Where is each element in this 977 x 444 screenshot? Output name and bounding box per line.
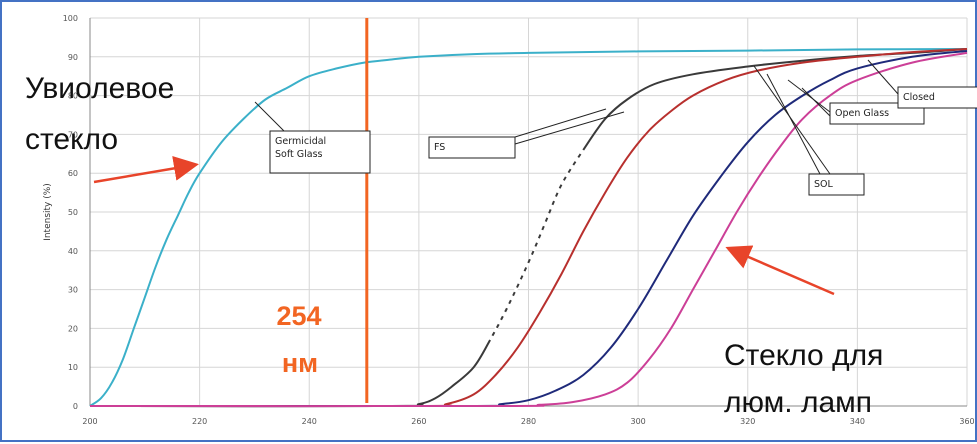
callout-text-fs: FS: [434, 142, 445, 153]
callout-box-germicidal: [269, 130, 371, 174]
y-tick-label: 50: [68, 208, 78, 217]
series-line-sol: [89, 50, 968, 408]
marker-label-unit: нм: [282, 348, 318, 378]
y-tick-label: 80: [68, 92, 78, 101]
annotation-arrow-uviol: [93, 156, 199, 184]
annotation-right-top: Стекло для: [724, 339, 883, 372]
callout-leader-sol: [766, 73, 821, 175]
y-tick-label: 30: [68, 286, 78, 295]
y-tick-label: 40: [68, 247, 78, 256]
callout-leader-open-glass: [787, 79, 831, 113]
chart-marker: 254 нм: [276, 18, 369, 403]
y-tick-label: 100: [63, 14, 78, 23]
marker-label-value: 254: [276, 301, 321, 331]
annotation-right-bottom: люм. ламп: [724, 386, 872, 419]
x-tick-label: 300: [630, 417, 645, 426]
annotation-arrow-lamp: [725, 245, 835, 296]
callout-leader-sol: [753, 65, 831, 175]
y-tick-label: 0: [73, 402, 78, 411]
callout-text-closed: Closed: [903, 92, 935, 103]
callout-text-sol: SOL: [814, 179, 834, 190]
series-line-germicidal-soft-glass: [89, 48, 968, 407]
chart-series: [89, 48, 968, 408]
y-tick-label: 60: [68, 169, 78, 178]
x-tick-label: 280: [521, 417, 536, 426]
x-tick-label: 220: [192, 417, 207, 426]
series-line-open-glass: [89, 48, 968, 408]
annotation-left-top: Увиолевое: [25, 72, 174, 105]
chart-callouts: Germicidal Soft Glass FS Open Glass SOL Close…: [254, 59, 977, 196]
callout-text-open-glass: Open Glass: [835, 108, 889, 119]
callout-box-sol: [808, 173, 865, 196]
x-tick-label: 340: [850, 417, 865, 426]
callout-leader-fs: [514, 108, 607, 138]
callout-text-germicidal: Germicidal: [275, 136, 326, 147]
callout-leader-fs: [514, 111, 625, 145]
annotation-left-bottom: стекло: [25, 123, 118, 156]
callout-text-germicidal: Soft Glass: [275, 149, 323, 160]
callout-box-fs: [428, 136, 516, 159]
y-tick-label: 20: [68, 324, 78, 333]
callout-leader-open-glass: [801, 87, 831, 117]
y-tick-label: 10: [68, 363, 78, 372]
series-dash-overlay-fs: [488, 149, 585, 341]
x-tick-label: 320: [740, 417, 755, 426]
chart-annotations: Увиолевое стекло Стекло для люм. ламп: [25, 72, 883, 419]
callout-box-closed: [897, 86, 977, 109]
callout-leader-germicidal: [254, 101, 285, 132]
y-axis-label: Intensity (%): [43, 183, 53, 241]
x-tick-label: 260: [411, 417, 426, 426]
x-tick-label: 200: [82, 417, 97, 426]
x-tick-label: 240: [302, 417, 317, 426]
callout-leader-closed: [867, 59, 899, 95]
y-tick-label: 70: [68, 130, 78, 139]
series-line-closed: [89, 51, 968, 408]
y-tick-label: 90: [68, 53, 78, 62]
x-tick-label: 360: [959, 417, 974, 426]
